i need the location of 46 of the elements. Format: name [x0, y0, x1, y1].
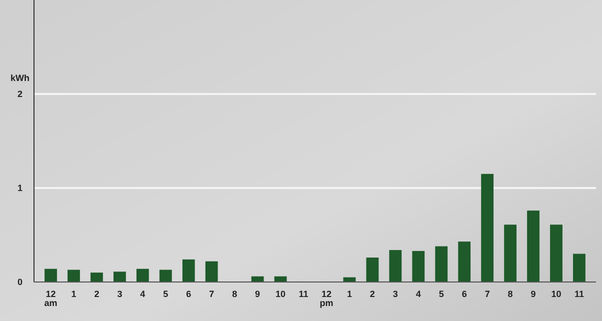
x-tick-label: 1 — [346, 289, 352, 299]
x-tick-label: 7 — [209, 289, 214, 299]
y-tick-label: 0 — [17, 277, 23, 288]
x-tick-label: 6 — [186, 289, 192, 299]
bar — [550, 224, 562, 282]
x-tick-label: 4 — [416, 289, 421, 299]
bar — [504, 224, 516, 282]
bar — [90, 272, 103, 282]
y-tick-label: 2 — [17, 89, 23, 100]
bar — [366, 258, 379, 282]
x-tick-label: 9 — [255, 289, 260, 299]
x-tick-label: 5 — [438, 289, 444, 299]
x-tick-label: 5 — [163, 289, 168, 299]
bar — [527, 210, 540, 282]
bar — [159, 270, 172, 282]
x-tick-label: 12 pm — [320, 289, 334, 308]
x-tick-label: 12 am — [44, 289, 58, 308]
y-axis-title: kWh — [10, 73, 30, 83]
bar — [68, 270, 80, 282]
x-tick-label: 6 — [462, 289, 467, 299]
x-tick-label: 10 — [276, 289, 286, 299]
bar — [458, 242, 471, 282]
x-tick-label: 10 — [551, 289, 562, 299]
bar — [573, 254, 586, 282]
bar — [481, 174, 494, 282]
bar — [114, 272, 126, 282]
x-tick-label: 1 — [71, 289, 76, 299]
bar — [389, 250, 402, 282]
x-tick-label: 2 — [370, 289, 375, 299]
bar — [412, 250, 425, 282]
x-tick-label: 3 — [392, 289, 398, 299]
x-tick-label: 9 — [530, 289, 536, 299]
x-tick-label: 2 — [94, 289, 100, 299]
x-tick-label: 3 — [117, 289, 122, 299]
x-tick-label: 4 — [140, 289, 146, 299]
x-tick-label: 7 — [484, 289, 490, 299]
bar — [182, 259, 195, 282]
bar — [435, 246, 448, 282]
x-tick-label: 8 — [508, 289, 513, 299]
x-tick-label: 11 — [298, 289, 308, 299]
bar — [136, 268, 149, 282]
bar — [44, 268, 57, 282]
y-tick-label: 1 — [17, 183, 23, 194]
x-tick-label: 8 — [232, 289, 238, 299]
x-tick-label: 11 — [574, 289, 584, 299]
bar — [205, 261, 218, 282]
